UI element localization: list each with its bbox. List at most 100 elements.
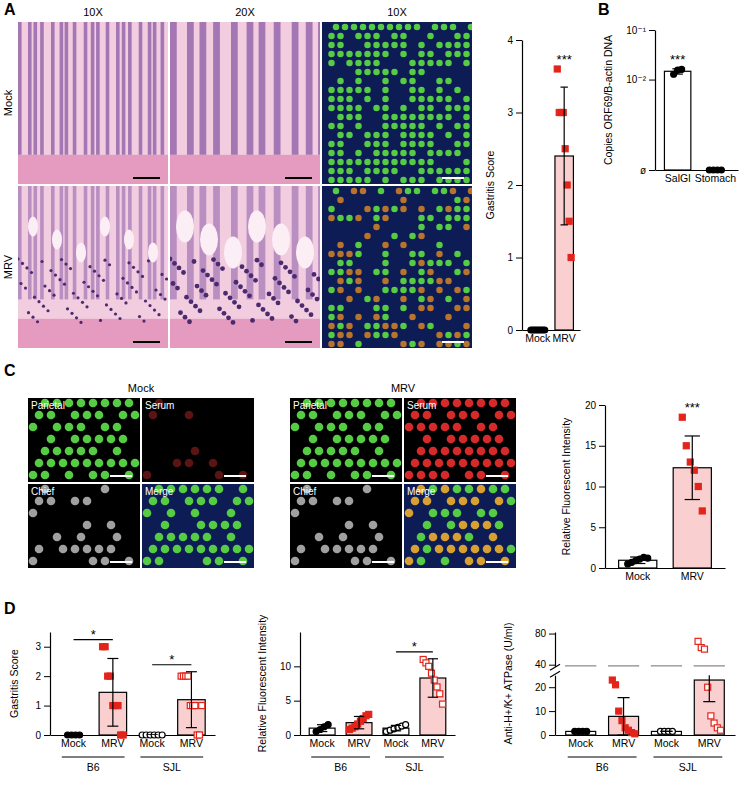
error-cap: [391, 730, 401, 731]
tick-mark: [599, 405, 605, 406]
y-axis-title: Gastritis Score: [8, 649, 20, 718]
image-label: Serum: [407, 400, 436, 411]
tick-mark: [516, 185, 522, 186]
tick: 20: [535, 682, 555, 693]
y-axis-title: Gastritis Score: [484, 150, 496, 219]
group-label: B6: [334, 761, 347, 773]
tick: MRV: [681, 568, 704, 582]
error-bar: [623, 698, 624, 735]
micrograph: [142, 398, 254, 482]
error-cap: [672, 73, 683, 74]
tick-label: 10: [535, 706, 547, 717]
error-bar: [432, 659, 433, 697]
tick-label: 10⁻²: [626, 74, 646, 85]
tick-label: 4: [507, 35, 513, 46]
point: [645, 555, 651, 561]
error-cap: [186, 671, 197, 672]
tick: 1: [507, 252, 522, 263]
point: [564, 182, 570, 188]
tick-mark: [44, 706, 50, 707]
tick-label: 3: [35, 641, 41, 652]
point: [115, 703, 121, 709]
error-cap: [660, 731, 672, 732]
image-label: Chief: [31, 486, 55, 497]
tick-label: 5: [285, 695, 291, 706]
tick-label: Mock: [310, 737, 336, 749]
tick-mark: [599, 446, 605, 447]
tick-label: 20: [535, 682, 547, 693]
bars: [309, 678, 446, 735]
error-cap: [703, 701, 715, 702]
error-cap: [630, 563, 645, 564]
point: [613, 682, 619, 688]
error-bar: [112, 658, 113, 726]
micrograph: [404, 484, 516, 568]
tick: 2: [507, 180, 522, 191]
tick: 80: [535, 628, 555, 639]
tick: 0: [507, 325, 522, 336]
tick: 5: [590, 522, 605, 533]
point: [701, 646, 707, 652]
error-cap: [354, 728, 364, 729]
point: [428, 670, 434, 676]
tick-label: 0: [540, 730, 546, 741]
chart: ø10⁻²10⁻¹SalGlStomach***Copies ORF69/B-a…: [602, 25, 739, 185]
image-label: Merge: [407, 486, 436, 497]
tick-label: 0: [507, 325, 513, 336]
bar: [664, 71, 690, 170]
error-cap: [428, 697, 438, 698]
tick-mark: [294, 735, 300, 736]
tick: MRV: [347, 735, 370, 749]
error-cap: [107, 658, 118, 659]
x-axis: MockMRV: [606, 568, 726, 582]
points: [528, 66, 574, 333]
axis-line: [555, 633, 556, 667]
significance: *: [169, 652, 174, 667]
point: [426, 663, 432, 669]
tick: 10: [535, 706, 555, 717]
tick: 3: [507, 107, 522, 118]
tick-label: 0: [35, 730, 41, 741]
points: [625, 414, 706, 567]
image-label: Parietal: [293, 400, 327, 411]
group-underline: [653, 756, 722, 757]
significance: *: [412, 639, 417, 654]
points: [572, 677, 724, 737]
panel-label: A: [4, 1, 16, 18]
point: [437, 691, 443, 697]
tick: MRV: [698, 735, 721, 749]
x-axis: SalGlStomach: [656, 170, 739, 184]
error-bars: [317, 659, 438, 732]
error-bar: [322, 725, 323, 732]
tick: 10: [280, 661, 300, 672]
tick-mark: [649, 170, 655, 171]
error-bar: [564, 87, 565, 225]
group-underline: [62, 756, 125, 757]
tick-label: ø: [640, 165, 646, 176]
point: [159, 732, 165, 738]
x-axis: MockMRVMockMRV: [556, 735, 736, 749]
micrograph: [28, 484, 140, 568]
error-cap: [630, 556, 645, 557]
image-label: Merge: [145, 486, 174, 497]
point: [718, 727, 724, 733]
points: [313, 656, 445, 734]
significance: ***: [685, 400, 700, 415]
error-bar: [358, 716, 359, 728]
point: [199, 703, 205, 709]
tick-label: 5: [590, 522, 596, 533]
tick: 5: [285, 695, 300, 706]
group-underline: [140, 756, 203, 757]
point: [699, 508, 705, 514]
micrograph: [170, 22, 320, 184]
y-axis: 4080: [535, 628, 556, 670]
chart: 0510MockMRVMockMRV*B6SJLRelative Fluores…: [256, 614, 456, 773]
group-label: SJL: [405, 761, 423, 773]
tick: 2: [35, 671, 50, 682]
point: [440, 701, 446, 707]
point: [192, 703, 198, 709]
micrograph: [18, 186, 168, 348]
y-axis-title: Relative Fluorescent Intensity: [560, 417, 572, 555]
tick-mark: [44, 735, 50, 736]
tick-mark: [549, 735, 555, 736]
